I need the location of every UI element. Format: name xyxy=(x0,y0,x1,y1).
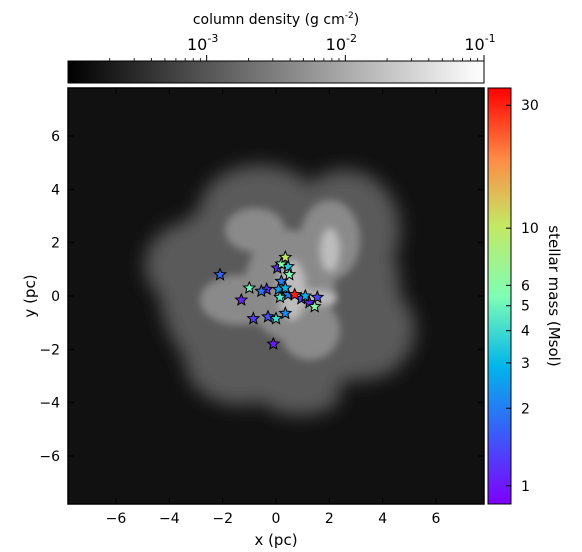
right-colorbar-tick-label: 4 xyxy=(521,324,530,340)
x-tick-label: −2 xyxy=(212,511,233,527)
top-colorbar-tick-label: 10-3 xyxy=(187,32,218,54)
star-marker xyxy=(242,280,257,294)
x-tick-label: −4 xyxy=(159,511,180,527)
star-marker xyxy=(266,336,281,350)
top-colorbar: column density (g cm-2) 10-3 10-2 10-1 xyxy=(67,11,496,84)
star-marker xyxy=(278,306,293,320)
star-marker xyxy=(234,292,249,306)
x-tick-label: 2 xyxy=(325,511,334,527)
right-colorbar-gradient xyxy=(487,87,512,505)
x-tick-label: 6 xyxy=(432,511,441,527)
star-marker xyxy=(298,288,313,302)
right-colorbar-tick-label: 5 xyxy=(521,299,530,315)
plot-area: −6 −4 −2 0 2 4 6 −6 −4 −2 0 2 4 6 xyxy=(39,87,485,527)
y-tick-label: −6 xyxy=(39,449,60,465)
y-tick-label: −2 xyxy=(39,342,60,358)
star-marker xyxy=(261,309,275,323)
star-marker xyxy=(254,283,269,298)
star-marker xyxy=(278,250,293,264)
x-axis-label: x (pc) xyxy=(254,531,297,549)
right-colorbar-tick-label: 3 xyxy=(521,356,530,372)
right-colorbar-label: stellar mass (Msol) xyxy=(545,225,563,366)
star-marker xyxy=(213,267,227,281)
right-colorbar-ticks: 1 2 3 4 5 6 10 30 xyxy=(506,98,539,495)
y-tick-label: 4 xyxy=(51,182,60,198)
star-marker xyxy=(287,287,302,301)
star-marker xyxy=(274,256,289,270)
top-colorbar-gradient xyxy=(67,60,485,84)
x-tick-label: 0 xyxy=(272,511,281,527)
star-marker xyxy=(273,290,287,304)
right-colorbar-tick-label: 1 xyxy=(521,479,530,495)
right-colorbar: 1 2 3 4 5 6 10 30 stellar mass (Msol) xyxy=(487,87,563,505)
star-marker xyxy=(307,299,322,313)
top-colorbar-tick-label: 10-2 xyxy=(326,32,357,54)
star-marker xyxy=(282,267,297,281)
star-marker xyxy=(269,311,283,325)
y-tick-label: 6 xyxy=(51,129,60,145)
star-marker xyxy=(310,290,325,304)
y-ticks: −6 −4 −2 0 2 4 6 xyxy=(39,129,484,465)
x-tick-label: 4 xyxy=(378,511,387,527)
y-tick-label: 0 xyxy=(51,289,60,305)
top-colorbar-tick-labels: 10-3 10-2 10-1 xyxy=(187,32,496,54)
y-axis-label: y (pc) xyxy=(21,274,39,317)
right-colorbar-tick-label: 2 xyxy=(521,401,530,417)
right-colorbar-tick-label: 30 xyxy=(521,98,539,114)
x-tick-label: −6 xyxy=(106,511,127,527)
x-ticks: −6 −4 −2 0 2 4 6 xyxy=(106,88,441,527)
star-markers xyxy=(213,250,325,350)
right-colorbar-tick-label: 6 xyxy=(521,278,530,294)
y-tick-label: −4 xyxy=(39,396,60,412)
y-tick-label: 2 xyxy=(51,236,60,252)
star-marker xyxy=(246,311,261,325)
top-colorbar-ticks xyxy=(109,55,485,61)
top-colorbar-tick-label: 10-1 xyxy=(464,32,495,54)
star-marker xyxy=(278,280,293,294)
top-colorbar-label: column density (g cm-2) xyxy=(193,11,359,28)
right-colorbar-tick-label: 10 xyxy=(521,221,539,237)
